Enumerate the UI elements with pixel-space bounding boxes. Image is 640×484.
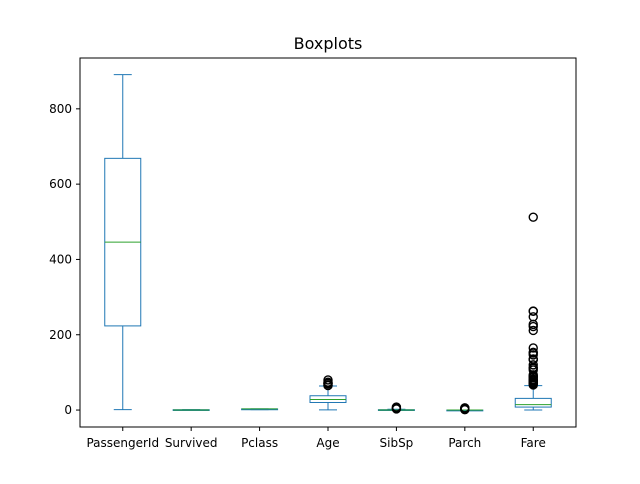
flier-point	[528, 343, 538, 353]
axis-layer: 0 200 400 600 800 PassengerId Survived Pclass Ag…	[49, 102, 546, 450]
x-tick-label: Age	[316, 436, 339, 450]
y-tick-label: 0	[64, 403, 72, 417]
box	[514, 397, 552, 408]
chart-title: Boxplots	[294, 34, 363, 53]
y-tick-label: 800	[49, 102, 72, 116]
box-group-passengerid	[104, 74, 142, 411]
flier-point	[528, 360, 538, 370]
flier-point	[323, 375, 333, 385]
flier-point	[391, 402, 402, 412]
x-tick-label: PassengerId	[86, 436, 159, 450]
plot-layer	[104, 74, 552, 415]
y-tick-label: 600	[49, 177, 72, 191]
box-group-age	[309, 375, 347, 411]
x-tick-label: Fare	[521, 436, 546, 450]
flier-point	[528, 347, 538, 357]
box-group-fare	[514, 212, 552, 411]
flier-point	[460, 403, 470, 413]
flier-point	[528, 354, 538, 364]
flier-point	[528, 325, 538, 336]
box-group-pclass	[241, 408, 279, 411]
y-tick-label: 200	[49, 328, 72, 342]
y-tick-label: 400	[49, 252, 72, 266]
flier-point	[528, 212, 538, 222]
flier-point	[528, 306, 538, 316]
x-tick-label: Pclass	[241, 436, 278, 450]
box-group-sibsp	[377, 402, 415, 414]
box-group-parch	[446, 403, 484, 415]
x-tick-label: Parch	[448, 436, 481, 450]
x-tick-label: SibSp	[380, 436, 414, 450]
box-group-survived	[172, 409, 210, 411]
x-tick-label: Survived	[165, 436, 218, 450]
flier-point	[528, 312, 538, 322]
